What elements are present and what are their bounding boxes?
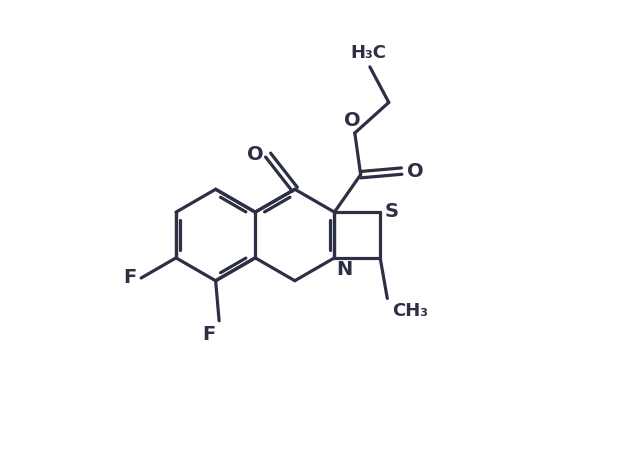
Text: S: S (385, 202, 399, 220)
Text: H₃C: H₃C (350, 44, 386, 62)
Text: O: O (344, 111, 361, 130)
Text: F: F (202, 325, 215, 344)
Text: O: O (248, 145, 264, 164)
Text: N: N (337, 260, 353, 279)
Text: O: O (406, 162, 423, 180)
Text: CH₃: CH₃ (392, 302, 428, 321)
Text: F: F (123, 268, 136, 288)
